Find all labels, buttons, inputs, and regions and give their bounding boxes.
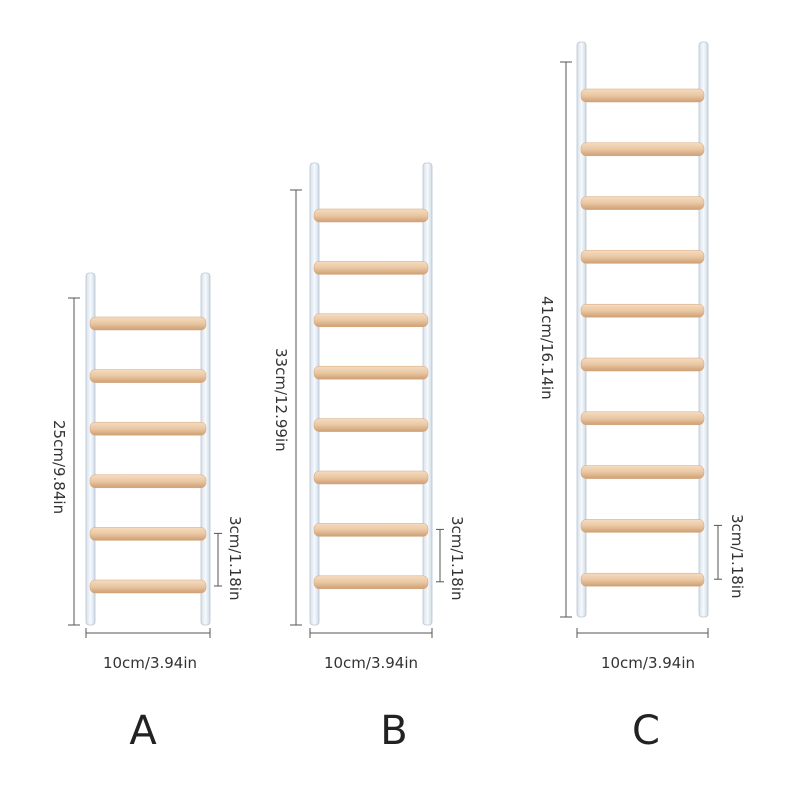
ladder-a-gap-label: 3cm/1.18in: [226, 516, 244, 601]
ladder-b-rung: [313, 261, 429, 275]
ladder-a: [68, 272, 222, 638]
ladder-c-rung: [580, 572, 705, 587]
ladder-b-rung: [313, 365, 429, 380]
ladder-c: [560, 41, 722, 638]
ladder-a-letter: A: [129, 708, 157, 754]
ladder-c-letter: C: [632, 708, 660, 754]
ladder-c-rung: [580, 250, 705, 264]
ladder-c-rung: [580, 303, 705, 318]
ladder-a-rung: [89, 474, 207, 489]
ladder-c-rung: [580, 88, 705, 103]
ladder-b-height-label: 33cm/12.99in: [272, 348, 290, 452]
ladder-b-width-label: 10cm/3.94in: [323, 654, 419, 672]
ladder-c-rung: [580, 465, 705, 479]
ladder-c-rung: [580, 519, 705, 533]
ladder-c-gap-label: 3cm/1.18in: [728, 514, 746, 599]
ladder-b-rung: [313, 418, 429, 432]
ladder-c-rung: [580, 142, 705, 157]
ladder-b-rung: [313, 575, 429, 590]
ladder-a-rung: [89, 369, 207, 383]
ladder-b-rung: [313, 313, 429, 328]
ladder-b-letter: B: [380, 708, 408, 754]
ladder-a-rung: [89, 316, 207, 331]
ladder-b-rung: [313, 208, 429, 223]
ladder-a-rung: [89, 579, 207, 594]
ladder-a-rung: [89, 421, 207, 436]
ladder-b-rail-right: [422, 162, 433, 626]
ladder-a-width-label: 10cm/3.94in: [102, 654, 198, 672]
ladder-b: [290, 162, 444, 638]
ladder-b-rung: [313, 470, 429, 485]
ladder-c-height-label: 41cm/16.14in: [538, 296, 556, 400]
ladder-b-gap-label: 3cm/1.18in: [448, 516, 466, 601]
ladder-b-rung: [313, 523, 429, 537]
ladder-c-rung: [580, 357, 705, 372]
ladder-c-width-label: 10cm/3.94in: [600, 654, 696, 672]
ladder-c-rung: [580, 411, 705, 426]
ladder-a-height-label: 25cm/9.84in: [50, 420, 68, 515]
ladder-a-rung: [89, 527, 207, 541]
ladder-c-rung: [580, 196, 705, 210]
ladder-b-rail-left: [309, 162, 320, 626]
